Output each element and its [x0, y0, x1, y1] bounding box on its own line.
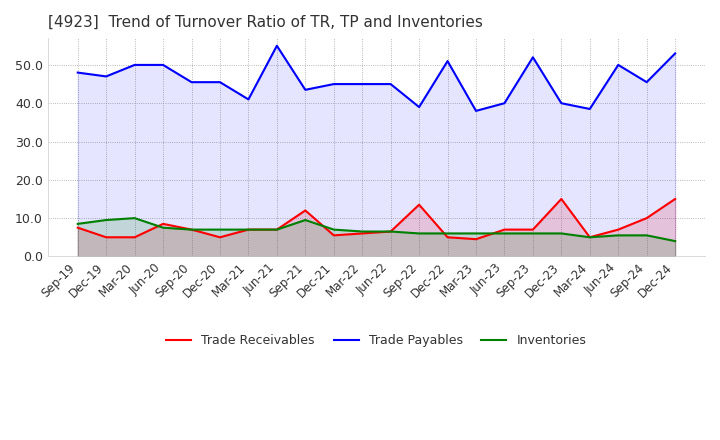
- Trade Payables: [557, 101, 566, 106]
- Inventories: [642, 233, 651, 238]
- Trade Payables: [528, 55, 537, 60]
- Inventories: [158, 225, 167, 230]
- Trade Receivables: [273, 227, 282, 232]
- Trade Payables: [415, 104, 423, 110]
- Inventories: [244, 227, 253, 232]
- Line: Trade Receivables: Trade Receivables: [78, 199, 675, 239]
- Trade Receivables: [216, 235, 225, 240]
- Trade Payables: [358, 81, 366, 87]
- Trade Receivables: [330, 233, 338, 238]
- Trade Payables: [273, 43, 282, 48]
- Trade Receivables: [472, 237, 480, 242]
- Line: Trade Payables: Trade Payables: [78, 46, 675, 111]
- Trade Payables: [642, 80, 651, 85]
- Trade Payables: [130, 62, 139, 68]
- Trade Payables: [671, 51, 680, 56]
- Inventories: [472, 231, 480, 236]
- Inventories: [528, 231, 537, 236]
- Inventories: [614, 233, 623, 238]
- Trade Receivables: [187, 227, 196, 232]
- Trade Payables: [500, 101, 509, 106]
- Trade Payables: [244, 97, 253, 102]
- Inventories: [387, 229, 395, 234]
- Trade Receivables: [387, 229, 395, 234]
- Inventories: [500, 231, 509, 236]
- Trade Receivables: [614, 227, 623, 232]
- Trade Receivables: [671, 196, 680, 202]
- Trade Receivables: [358, 231, 366, 236]
- Trade Receivables: [301, 208, 310, 213]
- Trade Payables: [387, 81, 395, 87]
- Trade Payables: [102, 74, 110, 79]
- Trade Receivables: [415, 202, 423, 207]
- Inventories: [301, 217, 310, 223]
- Legend: Trade Receivables, Trade Payables, Inventories: Trade Receivables, Trade Payables, Inven…: [161, 328, 593, 354]
- Trade Payables: [330, 81, 338, 87]
- Inventories: [415, 231, 423, 236]
- Trade Payables: [472, 108, 480, 114]
- Trade Payables: [187, 80, 196, 85]
- Trade Receivables: [102, 235, 110, 240]
- Trade Receivables: [73, 225, 82, 230]
- Inventories: [102, 217, 110, 223]
- Inventories: [73, 221, 82, 227]
- Inventories: [444, 231, 452, 236]
- Trade Payables: [585, 106, 594, 112]
- Inventories: [273, 227, 282, 232]
- Inventories: [187, 227, 196, 232]
- Trade Receivables: [130, 235, 139, 240]
- Trade Payables: [614, 62, 623, 68]
- Line: Inventories: Inventories: [78, 218, 675, 241]
- Inventories: [330, 227, 338, 232]
- Trade Payables: [216, 80, 225, 85]
- Trade Receivables: [557, 196, 566, 202]
- Trade Receivables: [500, 227, 509, 232]
- Trade Payables: [444, 59, 452, 64]
- Trade Payables: [73, 70, 82, 75]
- Text: [4923]  Trend of Turnover Ratio of TR, TP and Inventories: [4923] Trend of Turnover Ratio of TR, TP…: [48, 15, 482, 30]
- Inventories: [358, 229, 366, 234]
- Trade Receivables: [158, 221, 167, 227]
- Trade Receivables: [244, 227, 253, 232]
- Trade Payables: [158, 62, 167, 68]
- Inventories: [671, 238, 680, 244]
- Trade Receivables: [642, 216, 651, 221]
- Trade Receivables: [444, 235, 452, 240]
- Inventories: [557, 231, 566, 236]
- Inventories: [585, 235, 594, 240]
- Trade Receivables: [585, 235, 594, 240]
- Trade Receivables: [528, 227, 537, 232]
- Inventories: [130, 216, 139, 221]
- Trade Payables: [301, 87, 310, 92]
- Inventories: [216, 227, 225, 232]
